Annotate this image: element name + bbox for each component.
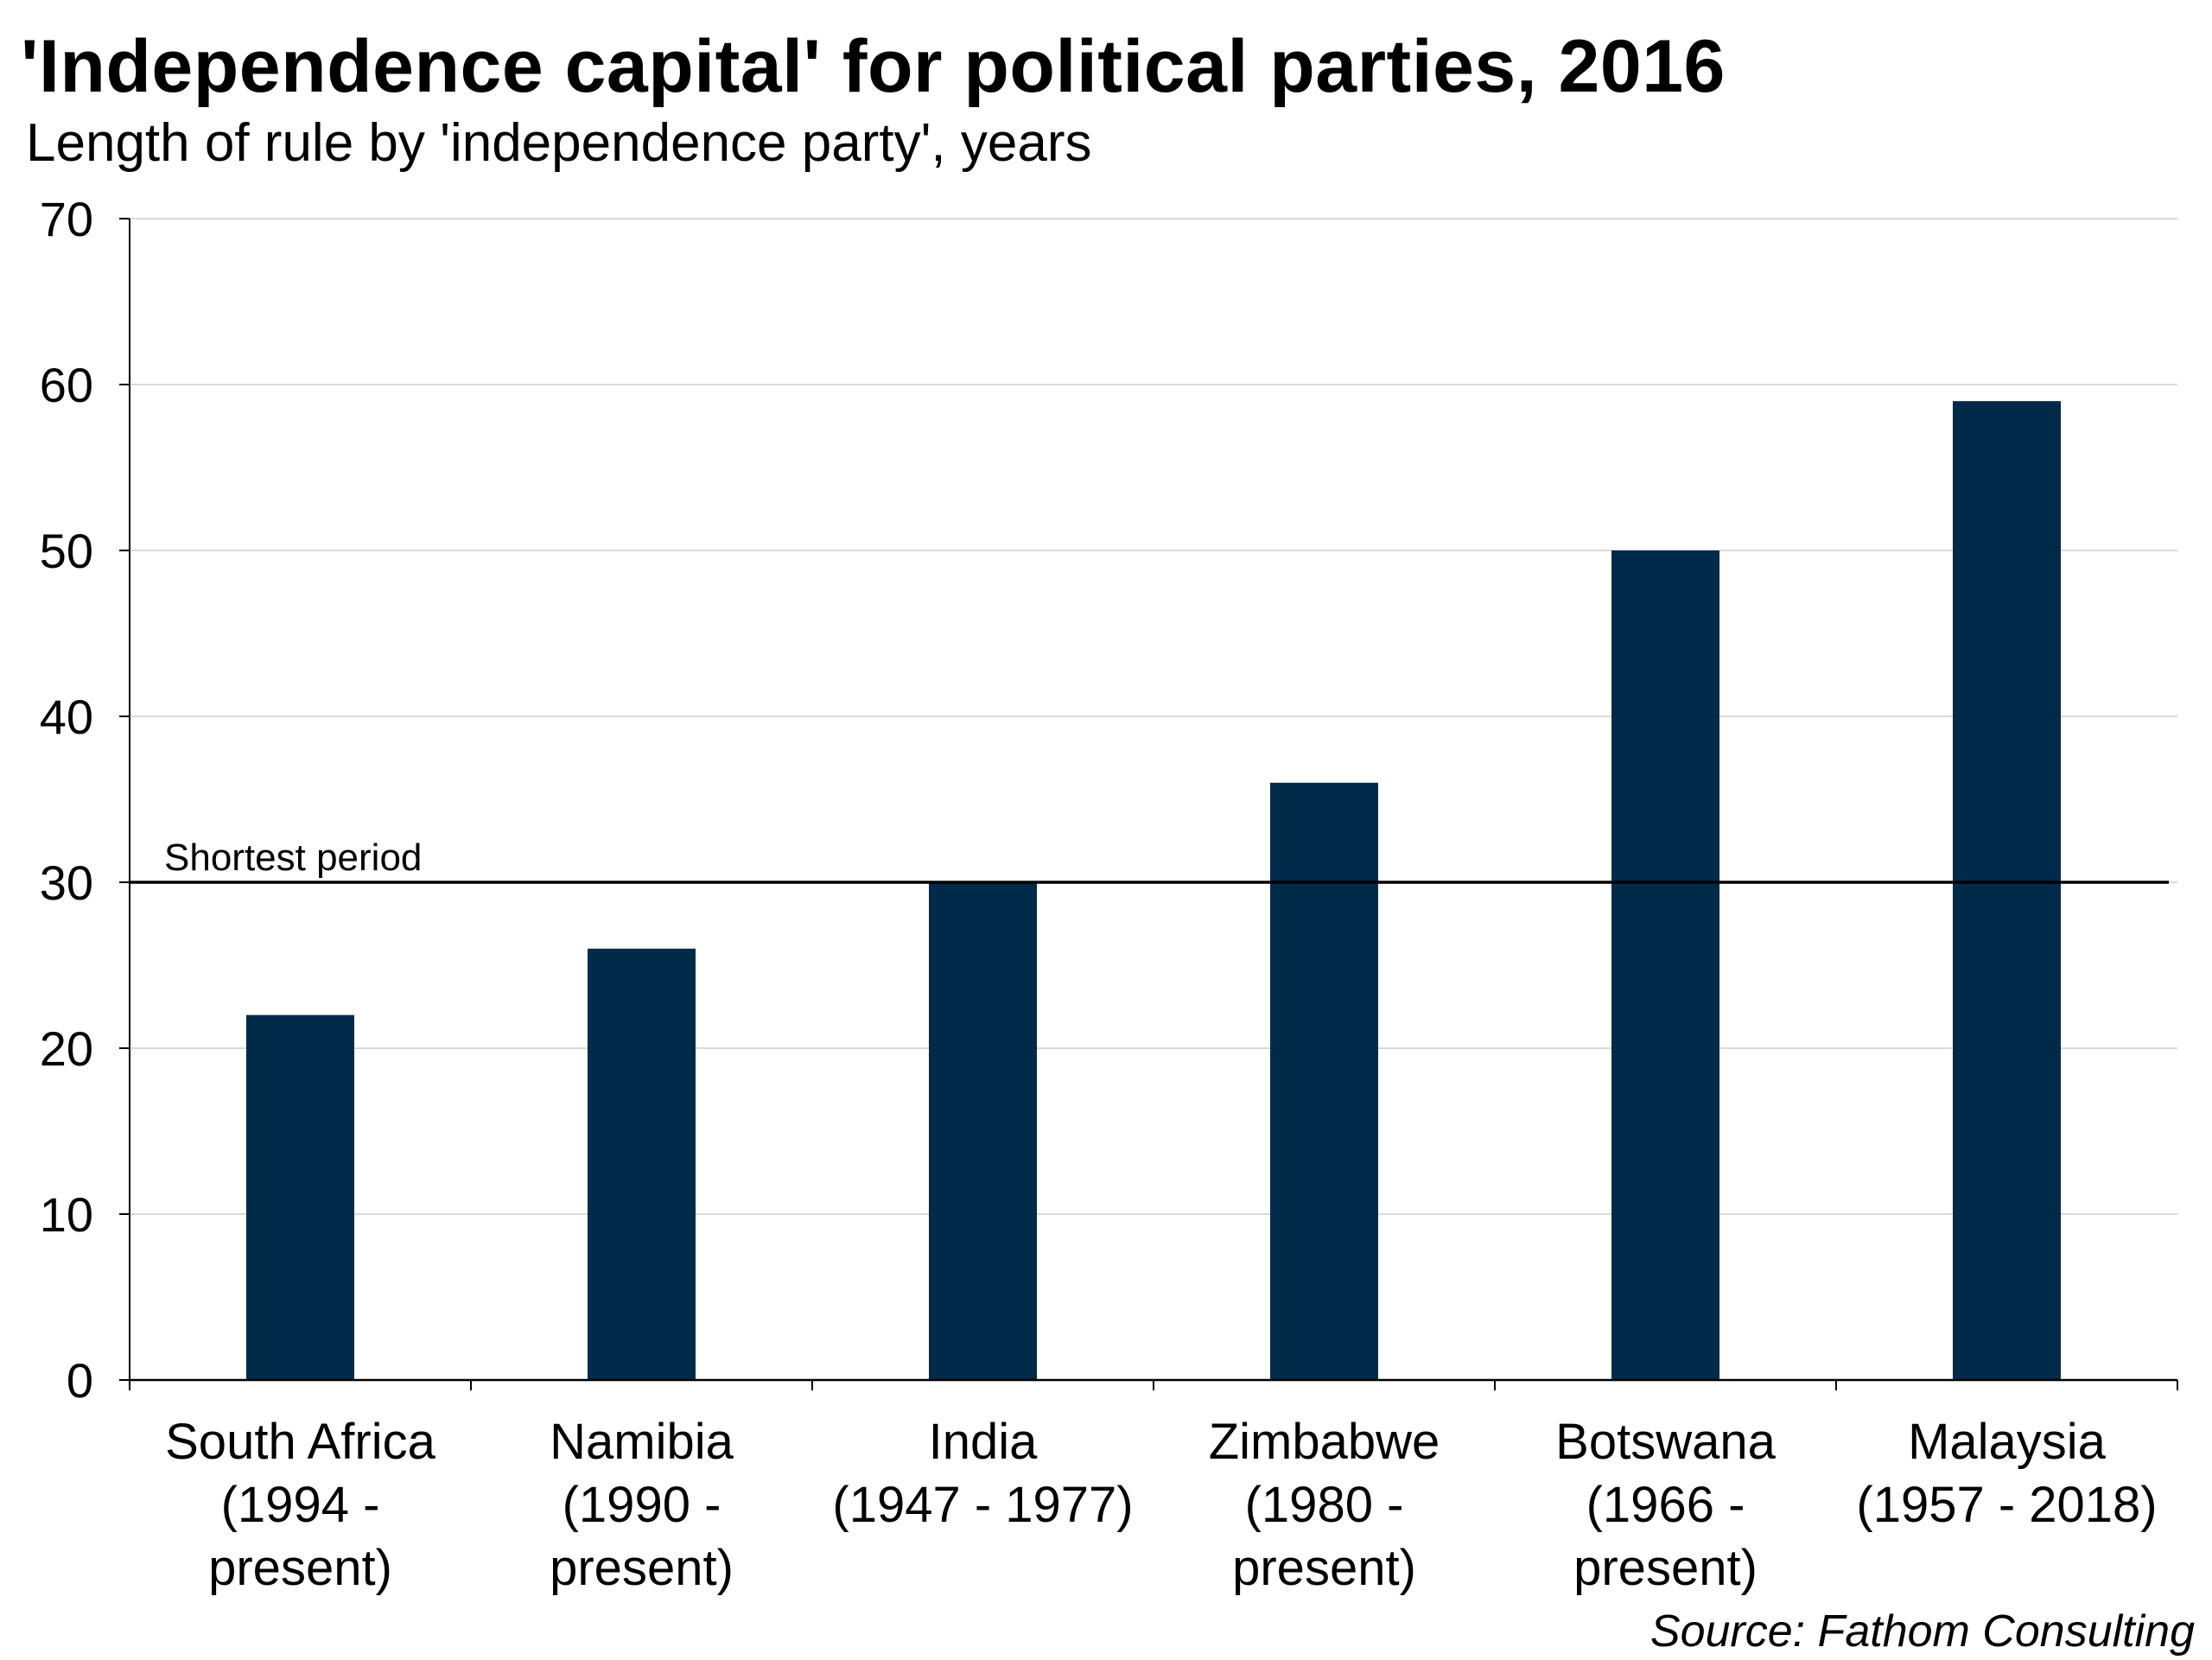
labels: 0 10 20 30 40 50 60 70 South Africa (1994 - presen… (40, 192, 2158, 1596)
y-tick-label: 40 (40, 690, 93, 744)
axes (119, 218, 2178, 1390)
bars (246, 401, 2061, 1381)
x-category-label: Botswana (1555, 1414, 1776, 1470)
x-category-label: present) (1232, 1540, 1416, 1596)
x-category-label: (1966 - (1586, 1477, 1745, 1533)
bar (1953, 401, 2061, 1381)
x-category-label: (1980 - (1245, 1477, 1404, 1533)
x-category-label: (1957 - 2018) (1856, 1477, 2157, 1533)
x-category-label: South Africa (165, 1414, 435, 1470)
chart-title: 'Independence capital' for political par… (21, 25, 1726, 108)
x-category-label: (1994 - (221, 1477, 380, 1533)
chart-subtitle: Length of rule by 'independence party', … (26, 113, 1092, 173)
y-tick-label: 10 (40, 1187, 93, 1242)
x-category-label: present) (208, 1540, 392, 1596)
y-tick-label: 70 (40, 192, 93, 246)
gridlines (130, 218, 2177, 1215)
y-tick-label: 50 (40, 524, 93, 578)
x-category-label: Malaysia (1908, 1414, 2107, 1470)
x-category-label: (1990 - (563, 1477, 721, 1533)
y-tick-label: 0 (67, 1353, 93, 1408)
reference-line-group: Shortest period (130, 836, 2169, 884)
y-tick-label: 30 (40, 855, 93, 910)
chart-source: Source: Fathom Consulting (1649, 1606, 2195, 1657)
bar (1611, 550, 1719, 1380)
bar (1270, 782, 1378, 1380)
bar (588, 948, 696, 1380)
x-category-label: (1947 - 1977) (832, 1477, 1133, 1533)
reference-line-label: Shortest period (164, 836, 422, 879)
y-tick-label: 20 (40, 1021, 93, 1076)
bar (246, 1014, 354, 1380)
x-category-label: present) (550, 1540, 734, 1596)
x-category-label: Namibia (550, 1414, 734, 1470)
x-category-label: India (929, 1414, 1039, 1470)
x-category-label: Zimbabwe (1209, 1414, 1440, 1470)
y-tick-label: 60 (40, 358, 93, 412)
x-category-label: present) (1573, 1540, 1758, 1596)
bar (929, 882, 1037, 1380)
